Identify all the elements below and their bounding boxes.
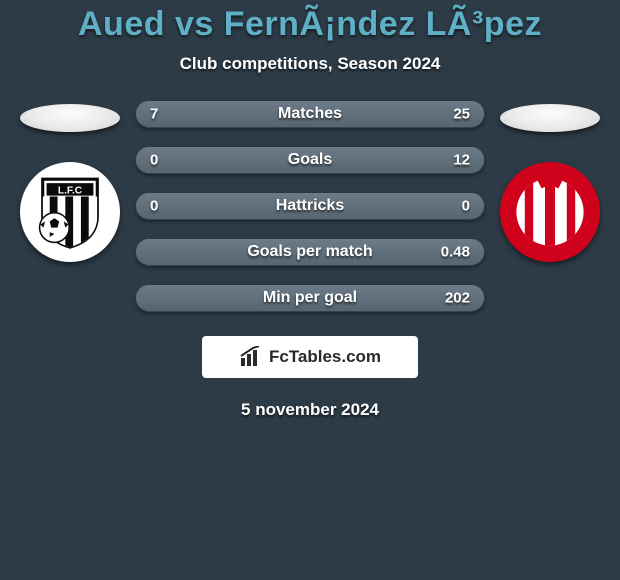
comparison-infographic: Aued vs FernÃ¡ndez LÃ³pez Club competiti… — [0, 0, 620, 420]
date-line: 5 november 2024 — [0, 400, 620, 420]
stat-fill-left — [136, 101, 212, 127]
player-avatar-placeholder-right — [500, 104, 600, 132]
club-badge-right — [500, 162, 600, 262]
stat-fill-right — [212, 101, 484, 127]
stat-row-goals: 0 Goals 12 — [135, 146, 485, 174]
svg-text:L.F.C: L.F.C — [58, 185, 83, 196]
stat-value-right: 25 — [453, 106, 470, 123]
right-column — [490, 104, 610, 262]
page-subtitle: Club competitions, Season 2024 — [0, 54, 620, 74]
stat-label: Matches — [278, 105, 342, 123]
stat-label: Goals per match — [247, 243, 372, 261]
branding-box: FcTables.com — [202, 336, 418, 378]
left-column: L.F.C — [10, 104, 130, 262]
stat-row-hattricks: 0 Hattricks 0 — [135, 192, 485, 220]
stat-label: Hattricks — [276, 197, 344, 215]
bar-chart-icon — [239, 346, 265, 368]
stat-value-right: 12 — [453, 152, 470, 169]
stat-label: Goals — [288, 151, 332, 169]
club-badge-left: L.F.C — [20, 162, 120, 262]
stat-value-right: 202 — [445, 290, 470, 307]
stat-value-left: 0 — [150, 152, 158, 169]
player-avatar-placeholder-left — [20, 104, 120, 132]
stat-row-goals-per-match: Goals per match 0.48 — [135, 238, 485, 266]
stats-column: 7 Matches 25 0 Goals 12 0 Hattricks 0 — [130, 100, 490, 378]
branding-text: FcTables.com — [269, 347, 381, 367]
stat-label: Min per goal — [263, 289, 357, 307]
stat-value-left: 7 — [150, 106, 158, 123]
stat-row-min-per-goal: Min per goal 202 — [135, 284, 485, 312]
page-title: Aued vs FernÃ¡ndez LÃ³pez — [0, 5, 620, 44]
main-row: L.F.C — [0, 104, 620, 378]
stat-value-left: 0 — [150, 198, 158, 215]
shield-crest-icon: L.F.C — [31, 173, 109, 251]
stat-value-right: 0 — [462, 198, 470, 215]
striped-ball-icon — [508, 170, 592, 254]
stat-value-right: 0.48 — [441, 244, 470, 261]
stat-row-matches: 7 Matches 25 — [135, 100, 485, 128]
